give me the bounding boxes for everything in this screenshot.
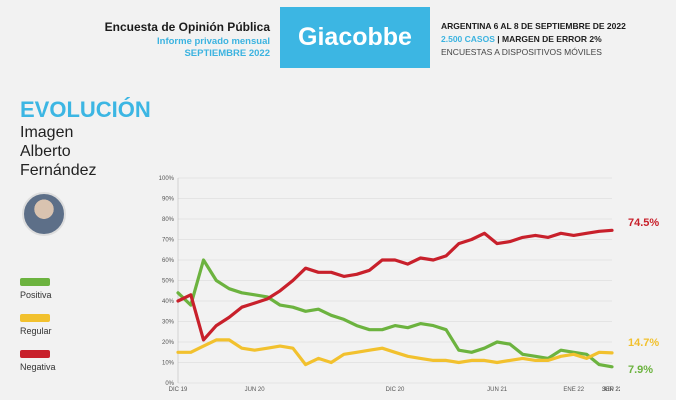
chart-subject: Imagen Alberto Fernández	[20, 123, 97, 180]
y-tick-label: 10%	[162, 361, 175, 367]
y-tick-label: 50%	[162, 279, 175, 285]
y-tick-label: 80%	[162, 217, 175, 223]
x-tick-label: ENE 22	[563, 387, 584, 393]
x-tick-label: JUN 21	[487, 387, 508, 393]
brand-logo: Giacobbe	[280, 7, 430, 68]
survey-method: ENCUESTAS A DISPOSITIVOS MÓVILES	[441, 47, 602, 57]
x-tick-label: SEP 22	[602, 387, 620, 393]
x-tick-label: DIC 20	[386, 387, 405, 393]
x-tick-label: JUN 20	[245, 387, 266, 393]
survey-cases: 2.500 CASOS | MARGEN DE ERROR 2%	[441, 34, 626, 44]
legend-regular: Regular	[20, 314, 52, 336]
header-right: ARGENTINA 6 AL 8 DE SEPTIEMBRE DE 2022 2…	[441, 21, 626, 57]
legend-label-positiva: Positiva	[20, 290, 52, 300]
end-label-negativa: 74.5%	[628, 217, 660, 229]
report-subtitle: Informe privado mensual	[157, 36, 270, 47]
avatar	[22, 192, 66, 236]
x-tick-label: JUN 22	[602, 387, 620, 393]
y-tick-label: 70%	[162, 238, 175, 244]
legend-negativa: Negativa	[20, 350, 56, 372]
end-label-positiva: 7.9%	[628, 364, 654, 376]
series-line-negativa	[176, 228, 614, 342]
evolution-heading: EVOLUCIÓN	[20, 97, 151, 122]
cases-count: 2.500 CASOS	[441, 34, 495, 44]
subject-line-3: Fernández	[20, 162, 97, 179]
y-tick-label: 0%	[165, 381, 174, 387]
x-tick-label: DIC 19	[169, 387, 188, 393]
legend-swatch-regular	[20, 314, 50, 322]
series-line-regular	[176, 338, 614, 367]
legend-positiva: Positiva	[20, 278, 52, 300]
y-tick-label: 40%	[162, 299, 175, 305]
end-label-regular: 14.7%	[628, 337, 660, 349]
line-chart: 0% 10% 20% 30% 40% 50% 60% 70% 80% 90% 100% DIC 19 J…	[159, 176, 620, 393]
survey-dates: ARGENTINA 6 AL 8 DE SEPTIEMBRE DE 2022	[441, 21, 626, 31]
series-line-positiva	[176, 258, 614, 369]
y-tick-label: 30%	[162, 320, 175, 326]
legend-swatch-negativa	[20, 350, 50, 358]
y-tick-label: 60%	[162, 258, 175, 264]
subject-line-1: Imagen	[20, 124, 74, 141]
legend-label-negativa: Negativa	[20, 362, 56, 372]
error-margin: | MARGEN DE ERROR 2%	[497, 34, 602, 44]
y-tick-label: 100%	[159, 176, 175, 182]
y-tick-label: 20%	[162, 340, 175, 346]
legend-swatch-positiva	[20, 278, 50, 286]
y-tick-label: 90%	[162, 197, 175, 203]
header-left: Encuesta de Opinión Pública Informe priv…	[105, 20, 270, 59]
report-period: SEPTIEMBRE 2022	[184, 48, 270, 59]
legend-label-regular: Regular	[20, 326, 52, 336]
report-title: Encuesta de Opinión Pública	[104, 20, 270, 34]
subject-line-2: Alberto	[20, 143, 71, 160]
